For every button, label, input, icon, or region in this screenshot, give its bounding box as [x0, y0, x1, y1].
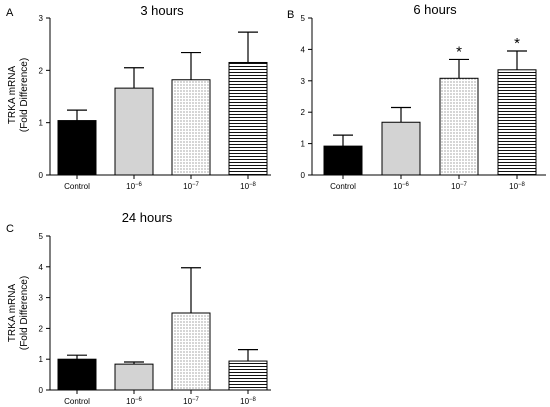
- panel-a-xtick-label: 10−6: [126, 182, 142, 191]
- panel-c-ylabel-line1: TRKA mRNA: [7, 284, 18, 343]
- panel-c-title: 24 hours: [122, 210, 173, 225]
- panel-b-xtick-label: 10−7: [451, 182, 467, 191]
- panel-c-ytick-label: 2: [39, 324, 44, 333]
- panel-b-ytick-label: 3: [301, 77, 306, 86]
- panel-b-ytick-label: 2: [301, 108, 306, 117]
- panel-b-xtick-label: 10−6: [393, 182, 409, 191]
- panel-a-ylabel-line1: TRKA mRNA: [7, 66, 18, 125]
- panel-b-plot: 0 1 2 3 4 5 Control 10−6 10−7 * 10−8 *: [301, 14, 546, 191]
- panel-b-bar: [323, 145, 363, 176]
- panel-c: C 24 hours TRKA mRNA (Fold Difference) 0…: [6, 210, 271, 406]
- panel-c-xtick-label: 10−7: [183, 397, 199, 406]
- panel-a-bar: [228, 61, 268, 176]
- panel-c-ytick-label: 3: [39, 294, 44, 303]
- panel-b-xtick-label: Control: [330, 182, 356, 191]
- panel-c-xtick-label: 10−8: [240, 397, 256, 406]
- panel-c-ytick-label: 4: [39, 263, 44, 272]
- panel-a-xtick-label: 10−7: [183, 182, 199, 191]
- panel-c-letter: C: [6, 223, 14, 235]
- panel-a-bar: [114, 87, 154, 176]
- panel-c-ytick-label: 1: [39, 355, 44, 364]
- panel-b-ytick-label: 5: [301, 14, 306, 23]
- panel-c-xtick-label: 10−6: [126, 397, 142, 406]
- panel-c-bar: [228, 360, 268, 391]
- panel-c-bar: [114, 363, 154, 391]
- panel-b-bar: [439, 77, 479, 176]
- panel-c-ylabel-line2: (Fold Difference): [19, 276, 30, 350]
- panel-b-letter: B: [287, 9, 294, 21]
- panel-b-ytick-label: 1: [301, 140, 306, 149]
- panel-b-significance-marker: *: [514, 35, 520, 52]
- panel-a-xtick-label: 10−8: [240, 182, 256, 191]
- panel-a-ytick-label: 1: [39, 119, 44, 128]
- panel-b-ytick-label: 4: [301, 45, 306, 54]
- panel-a-plot: 0 1 2 3 Control 10−6 10−7 10−8: [39, 14, 271, 191]
- panel-a-xtick-label: Control: [64, 182, 90, 191]
- panel-b-bar: [381, 121, 421, 176]
- panel-b: B 6 hours 0 1 2 3 4 5 Control 10−6 10−7 * 10−8 *: [287, 2, 546, 191]
- panel-c-ytick-label: 5: [39, 232, 44, 241]
- panel-c-bar: [171, 312, 211, 391]
- panel-b-xtick-label: 10−8: [509, 182, 525, 191]
- panel-a-ytick-label: 0: [39, 171, 44, 180]
- panel-a-letter: A: [6, 7, 14, 19]
- panel-c-ytick-label: 0: [39, 386, 44, 395]
- panel-a-ylabel-line2: (Fold Difference): [19, 58, 30, 132]
- panel-b-title: 6 hours: [413, 2, 457, 17]
- panel-b-significance-marker: *: [456, 43, 462, 60]
- panel-b-bar: [497, 69, 537, 176]
- panel-a-title: 3 hours: [140, 3, 184, 18]
- panel-c-xtick-label: Control: [64, 397, 90, 406]
- panel-c-plot: 0 1 2 3 4 5 Control 10−6 10−7 10−8: [39, 232, 271, 406]
- panel-a-ytick-label: 2: [39, 66, 44, 75]
- panel-a: A 3 hours TRKA mRNA (Fold Difference) 0 1…: [6, 3, 271, 191]
- panel-a-bar: [171, 79, 211, 176]
- panel-c-bar: [57, 358, 97, 391]
- panel-b-ytick-label: 0: [301, 171, 306, 180]
- panel-a-bar: [57, 120, 97, 176]
- panel-a-ytick-label: 3: [39, 14, 44, 23]
